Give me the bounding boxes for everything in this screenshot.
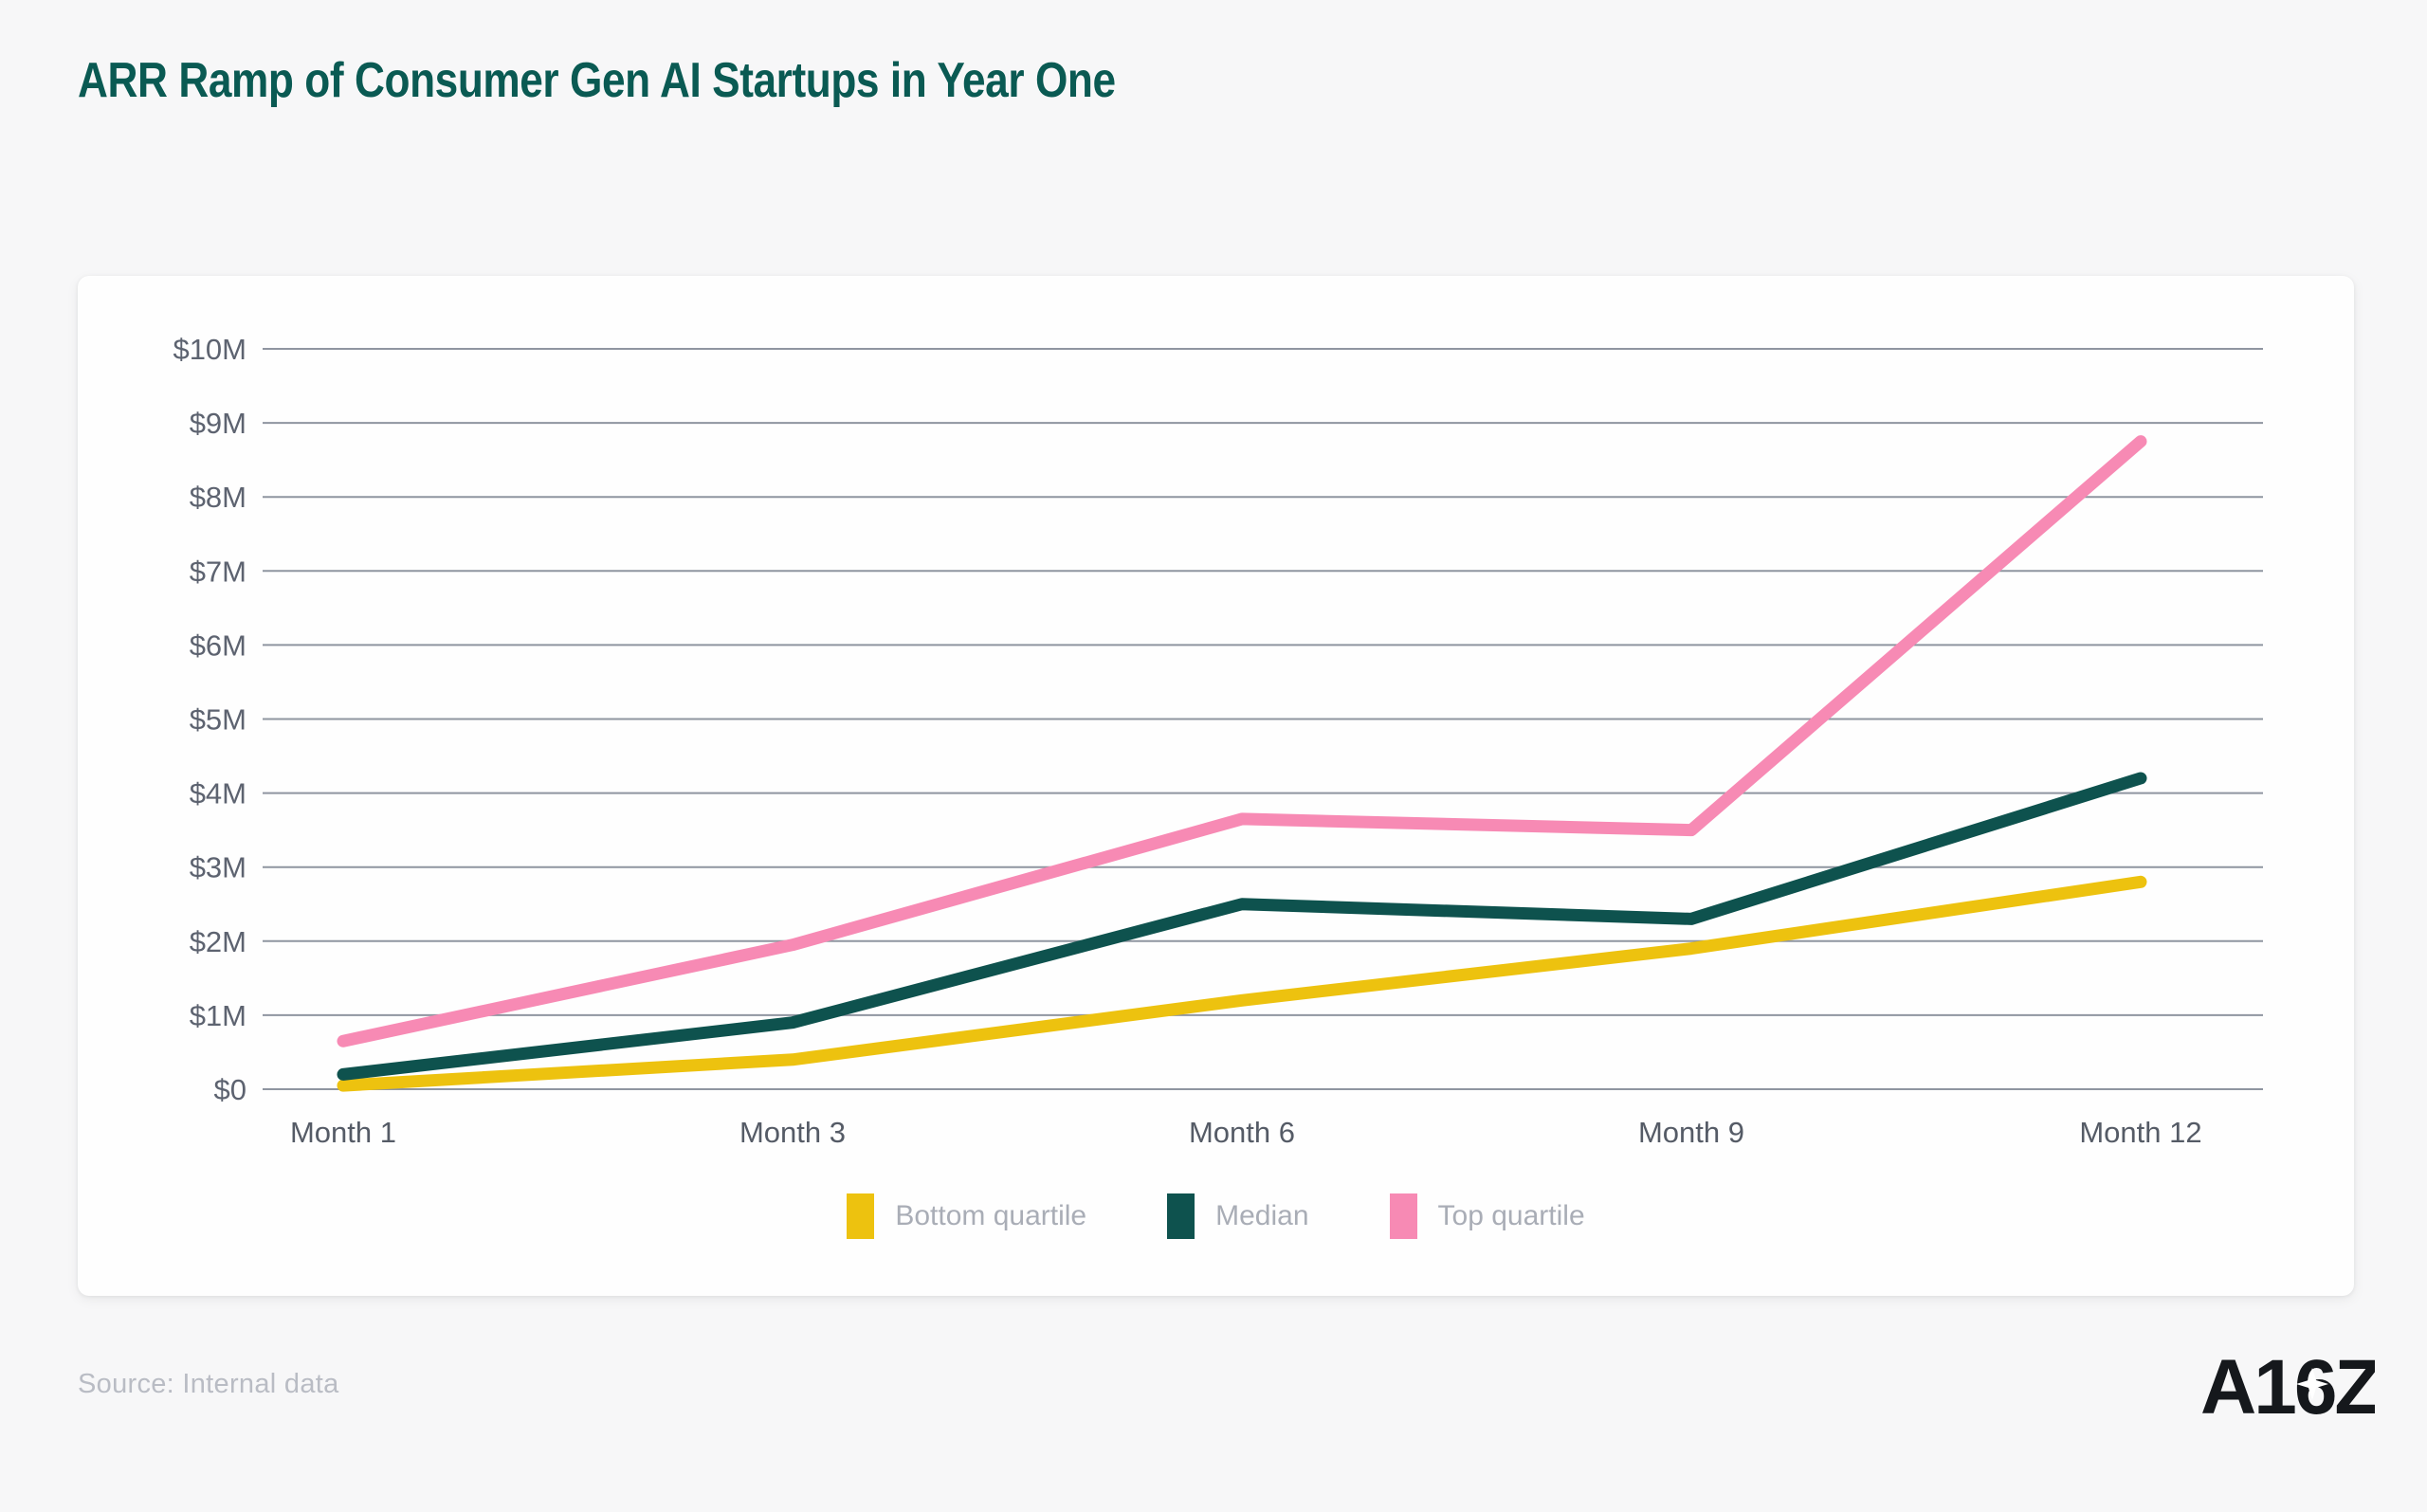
legend-label-median: Median	[1215, 1200, 1309, 1231]
legend-item-median: Median	[1167, 1193, 1309, 1239]
x-axis-labels: Month 1 Month 3 Month 6 Month 9 Month 12	[290, 1116, 2202, 1149]
x-tick-label: Month 12	[2079, 1116, 2201, 1149]
a16z-logo: A16Z	[2202, 1344, 2375, 1425]
y-tick-label: $2M	[190, 925, 246, 958]
x-tick-label: Month 6	[1189, 1116, 1295, 1149]
x-tick-label: Month 3	[739, 1116, 846, 1149]
series-line-bottom-quartile	[337, 875, 2147, 1092]
y-tick-label: $7M	[190, 555, 246, 588]
arr-chart: $0 $1M $2M $3M $4M $5M $6M $7M $8M $9M $10M Month 1…	[173, 333, 2263, 1149]
y-tick-label: $8M	[190, 481, 246, 514]
series-line-median	[337, 772, 2147, 1081]
y-tick-label: $3M	[190, 851, 246, 884]
footer: Source: Internal data A16Z	[78, 1337, 2375, 1431]
legend-label-bottom-quartile: Bottom quartile	[895, 1200, 1087, 1231]
legend-item-bottom-quartile: Bottom quartile	[847, 1193, 1086, 1239]
logo-star-icon	[2296, 1368, 2328, 1400]
legend-swatch-top-quartile	[1389, 1193, 1417, 1239]
y-tick-label: $4M	[190, 777, 246, 811]
legend-item-top-quartile: Top quartile	[1389, 1193, 1585, 1239]
y-tick-label: $5M	[190, 703, 246, 737]
chart-card: $0 $1M $2M $3M $4M $5M $6M $7M $8M $9M $10M Month 1…	[78, 276, 2354, 1296]
page-title: ARR Ramp of Consumer Gen AI Startups in …	[78, 53, 1116, 108]
y-tick-label: $6M	[190, 628, 246, 662]
y-tick-label: $10M	[173, 333, 246, 366]
y-axis-labels: $0 $1M $2M $3M $4M $5M $6M $7M $8M $9M $10M	[173, 333, 246, 1106]
legend-swatch-bottom-quartile	[847, 1193, 875, 1239]
legend-swatch-median	[1167, 1193, 1195, 1239]
source-text: Source: Internal data	[78, 1368, 339, 1399]
chart-legend: Bottom quartile Median Top quartile	[78, 1193, 2354, 1239]
series-line-top-quartile	[337, 435, 2147, 1047]
gridlines	[263, 348, 2263, 1090]
logo-text: A16Z	[2202, 1344, 2375, 1425]
y-tick-label: $0	[214, 1073, 246, 1106]
x-tick-label: Month 9	[1638, 1116, 1744, 1149]
x-tick-label: Month 1	[290, 1116, 396, 1149]
legend-label-top-quartile: Top quartile	[1437, 1200, 1585, 1231]
y-tick-label: $1M	[190, 999, 246, 1032]
y-tick-label: $9M	[190, 407, 246, 440]
